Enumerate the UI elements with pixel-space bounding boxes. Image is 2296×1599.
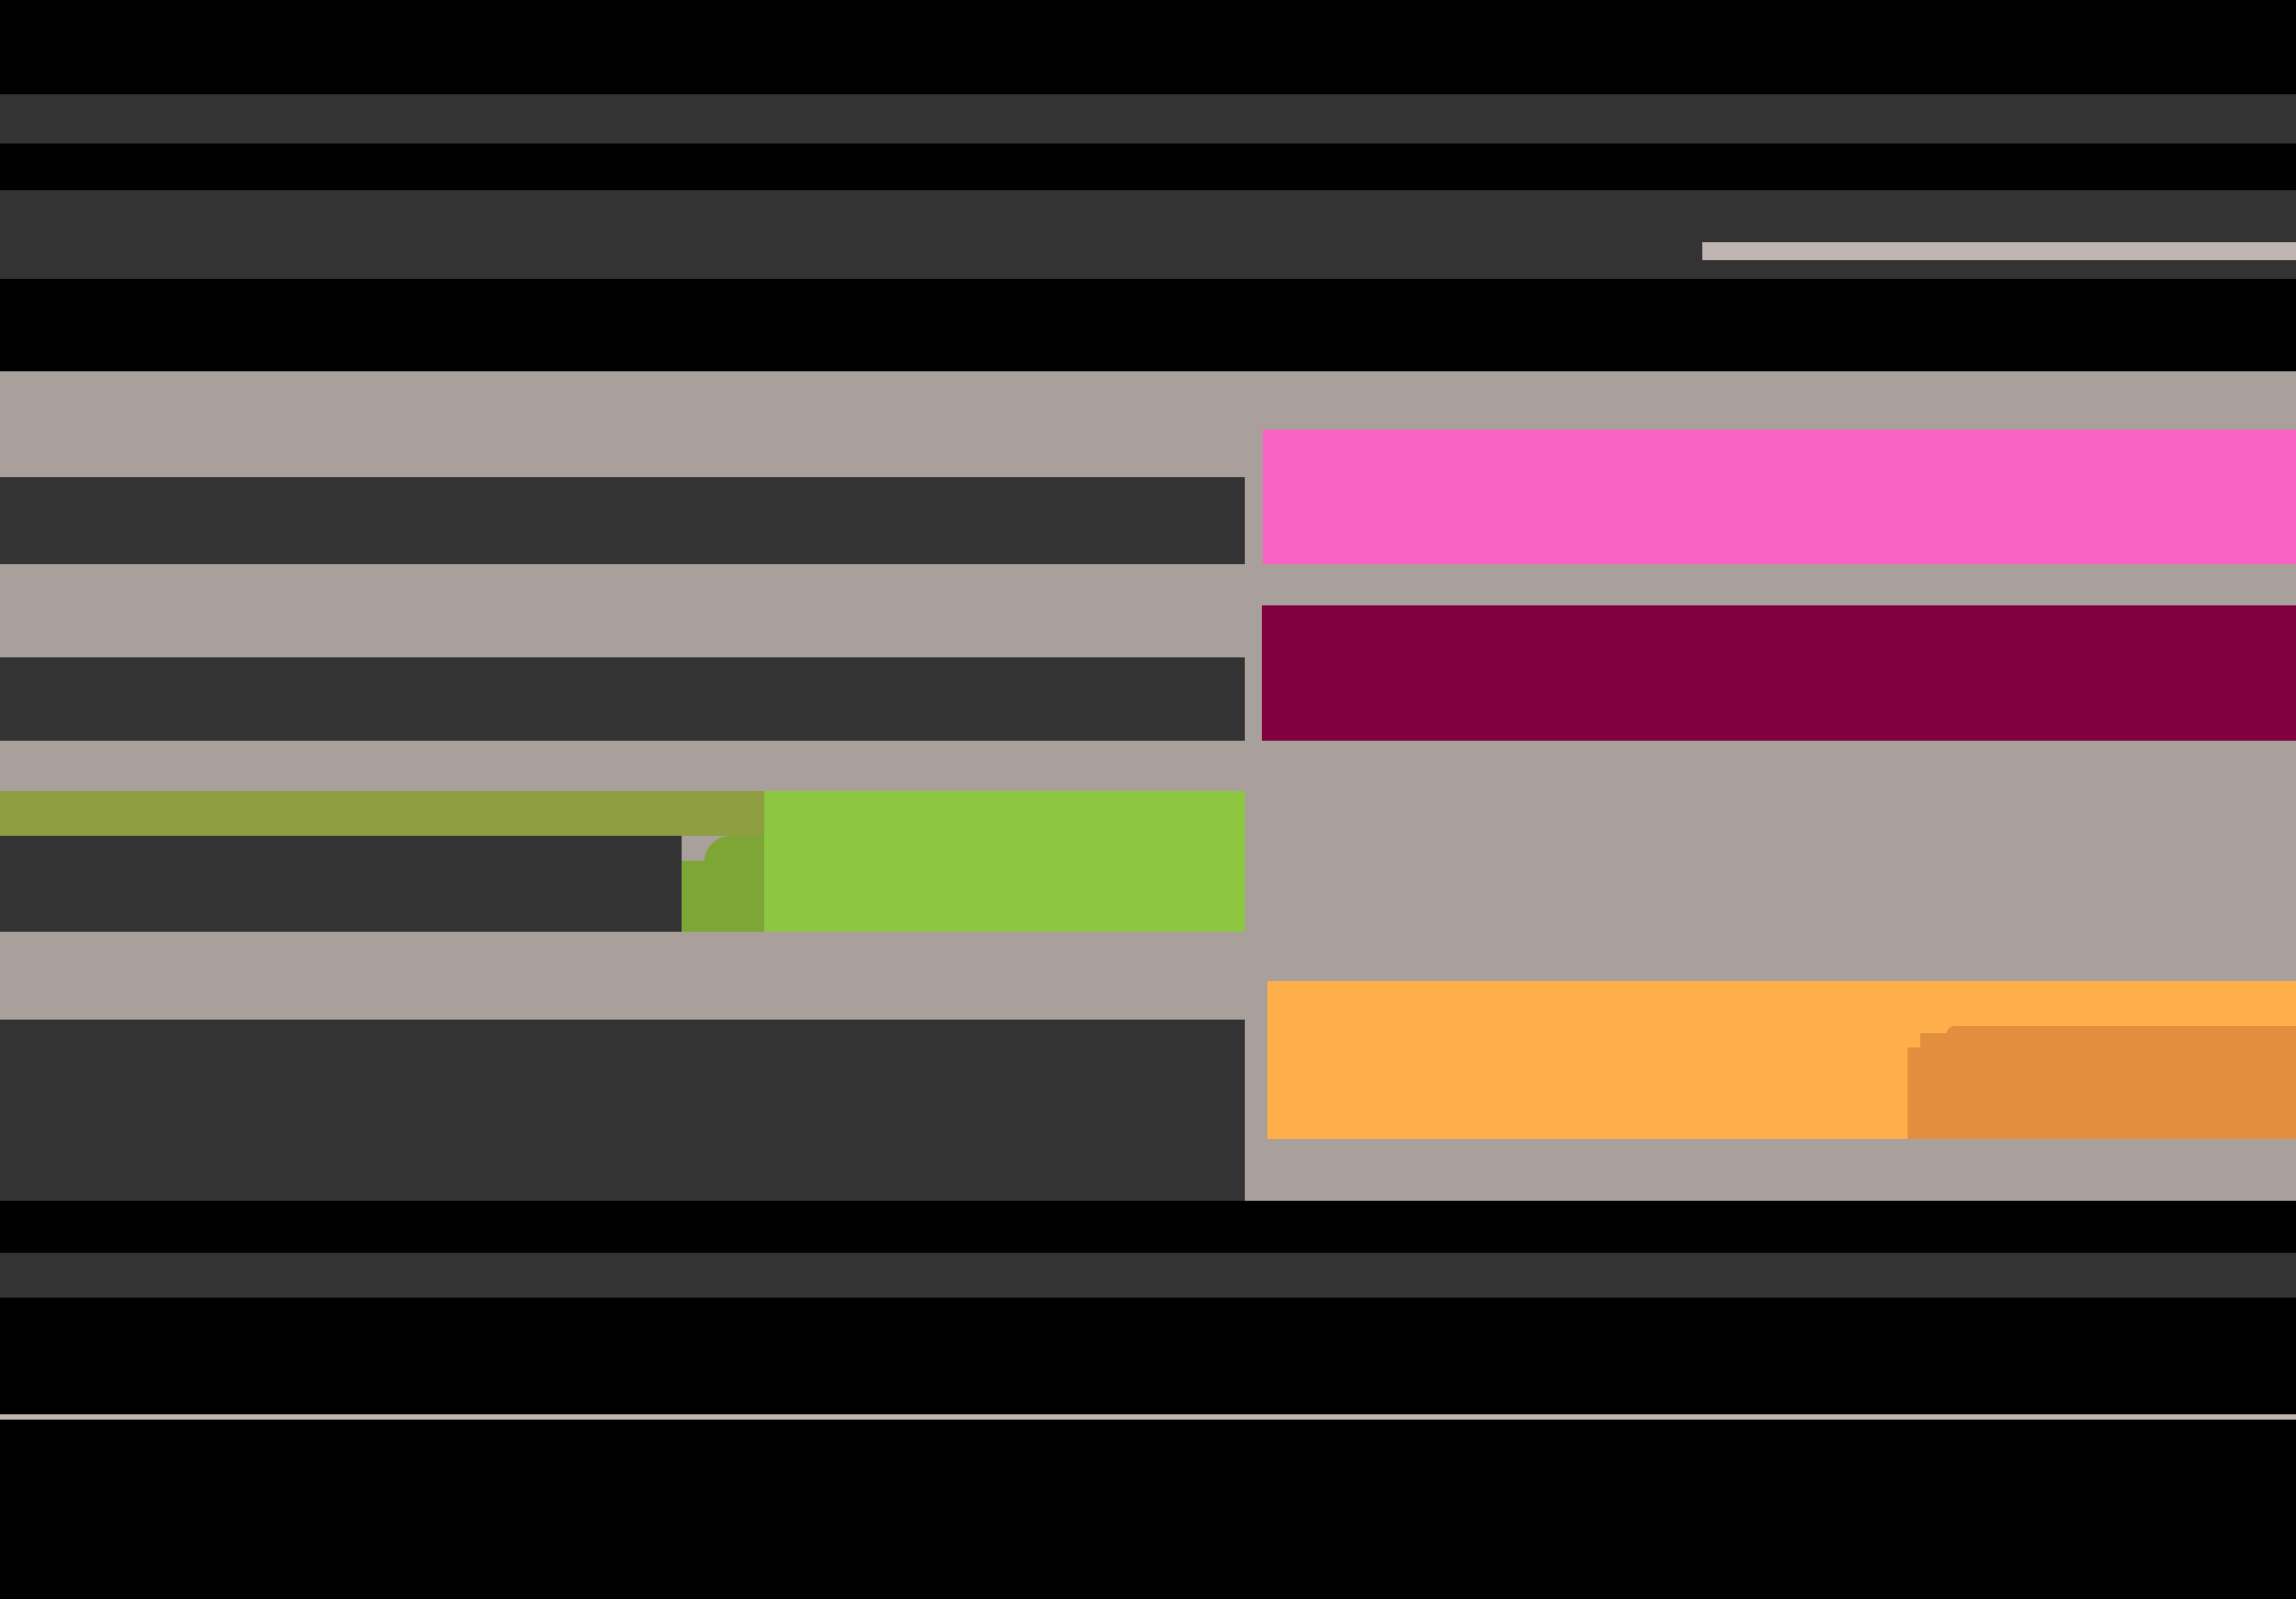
footer-divider (0, 1414, 2296, 1420)
top-bar (0, 94, 2296, 143)
card-maroon[interactable] (1262, 605, 2296, 741)
status-bar (0, 1253, 2296, 1298)
left-row-3-body[interactable] (0, 836, 682, 932)
card-orange-inner-cap (1946, 1026, 2296, 1035)
card-orange-inner (1908, 1047, 2296, 1139)
progress-indicator[interactable] (1702, 242, 2296, 260)
left-row-3-accent (682, 861, 764, 932)
left-block[interactable] (0, 1020, 1245, 1201)
left-row-2[interactable] (0, 657, 1245, 741)
card-orange-inner-step (1920, 1033, 2296, 1049)
left-row-1[interactable] (0, 477, 1245, 564)
left-row-3-highlight[interactable] (0, 791, 764, 836)
toolbar (0, 190, 2296, 279)
card-pink[interactable] (1263, 430, 2296, 564)
left-row-3-accent-cap (704, 836, 764, 863)
left-row-3-green-panel[interactable] (764, 791, 1245, 932)
